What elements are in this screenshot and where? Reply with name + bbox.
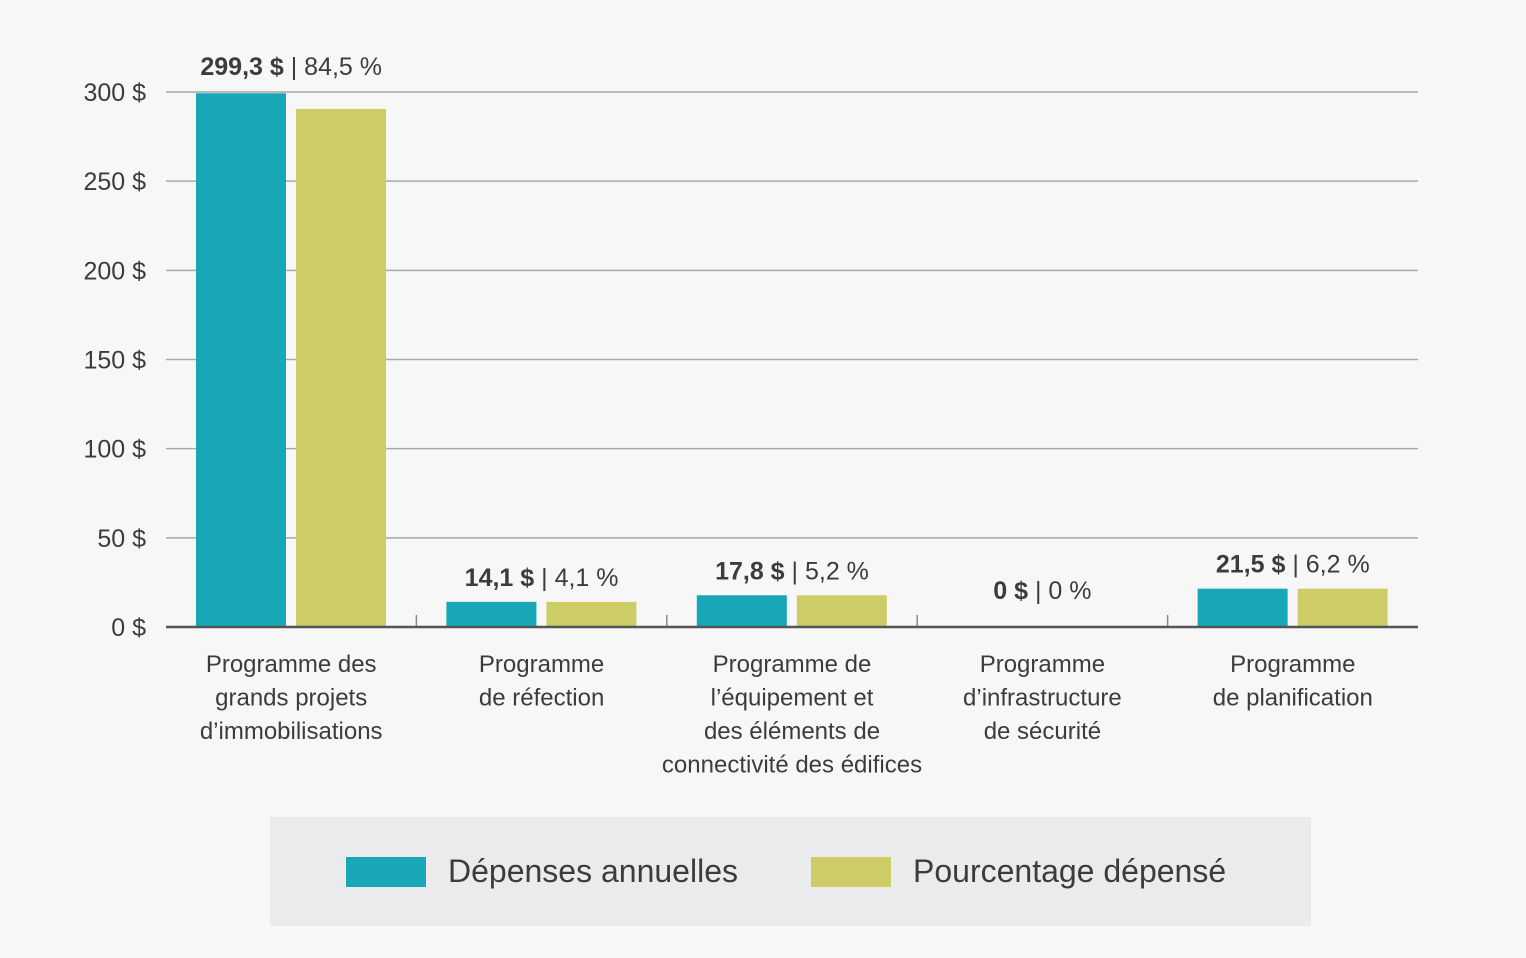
y-tick-label: 0 $ [111,614,146,642]
x-category-label: Programme de [713,651,872,678]
data-label: 21,5 $ | 6,2 % [1216,551,1370,579]
data-label: 0 $ | 0 % [993,577,1091,605]
legend-label-pourcentage: Pourcentage dépensé [913,853,1227,889]
x-category-label: de planification [1213,685,1373,712]
data-label: 14,1 $ | 4,1 % [465,564,619,592]
y-tick-label: 100 $ [83,436,146,464]
y-tick-label: 300 $ [83,79,146,107]
y-tick-label: 150 $ [83,347,146,375]
y-tick-label: 200 $ [83,257,146,285]
x-category-label: de réfection [479,685,604,712]
x-category-label: de sécurité [984,718,1101,745]
bar-chart: 0 $ 50 $ 100 $ 150 $ 200 $ 250 $ 300 $ 299,3 $ … [83,53,1418,779]
x-category-label: d’immobilisations [200,718,383,745]
x-category-label: Programme [980,651,1105,678]
x-category-label: connectivité des édifices [662,752,922,779]
bar-depenses [446,601,537,627]
y-tick-label: 250 $ [83,168,146,196]
bar-pourcentage [796,595,887,627]
x-category-label: Programme [1230,651,1355,678]
x-category-label: d’infrastructure [963,685,1122,712]
y-tick-label: 50 $ [97,525,146,553]
bar-depenses [196,93,286,627]
bar-pourcentage [1297,588,1388,627]
x-category-label: l’équipement et [711,685,874,712]
x-category-label: Programme [479,651,604,678]
legend-item-depenses: Dépenses annuelles [346,817,738,926]
legend-swatch-depenses [346,856,426,887]
bar-depenses [1197,588,1288,627]
x-category-label: des éléments de [704,718,880,745]
legend-label-depenses: Dépenses annuelles [448,853,738,889]
legend-item-pourcentage: Pourcentage dépensé [811,817,1226,926]
x-category-label: grands projets [215,685,367,712]
bar-pourcentage [296,108,386,628]
bar-pourcentage [546,601,637,627]
legend: Dépenses annuelles Pourcentage dépensé [270,817,1311,926]
data-label: 299,3 $ | 84,5 % [200,53,382,81]
bar-depenses [696,595,787,627]
data-label: 17,8 $ | 5,2 % [715,557,869,585]
legend-swatch-pourcentage [811,856,891,887]
x-category-label: Programme des [206,651,377,678]
